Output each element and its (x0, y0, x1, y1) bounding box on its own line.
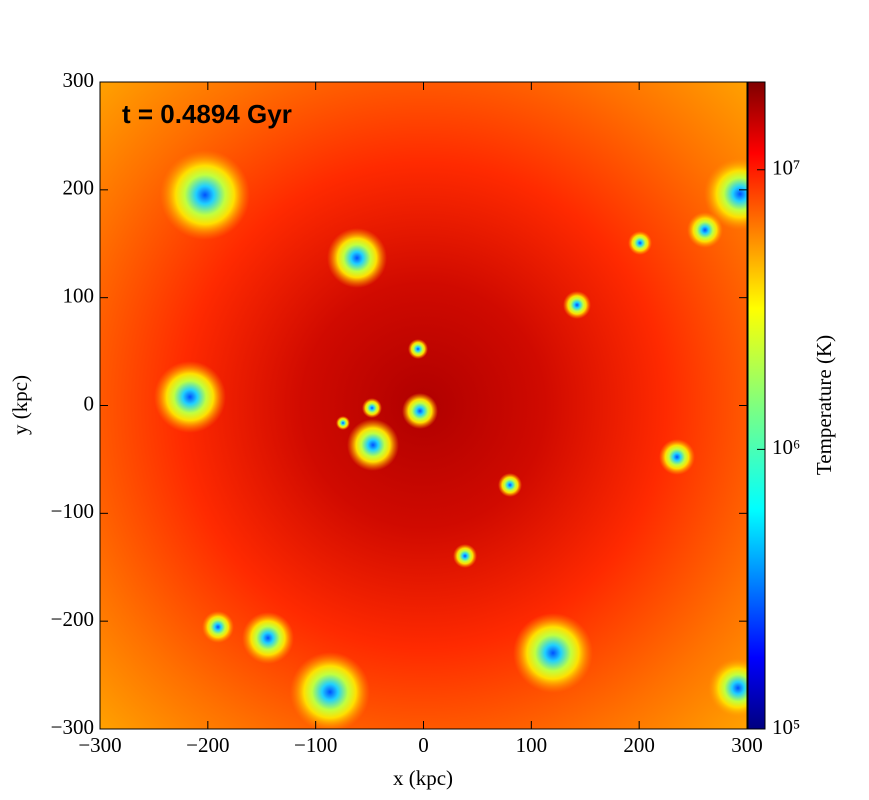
y-tick-label: −300 (51, 715, 94, 739)
y-tick-label: 0 (84, 391, 95, 415)
colorbar-tick-label: 10⁷ (772, 156, 800, 180)
y-tick-label: 300 (63, 68, 95, 92)
colorbar-tick-label: 10⁶ (772, 435, 800, 459)
x-tick-label: 200 (623, 733, 655, 757)
colorbar (747, 81, 766, 730)
x-tick-label: −300 (78, 733, 121, 757)
y-tick-label: 100 (63, 283, 95, 307)
x-tick-label: 100 (516, 733, 548, 757)
y-tick-label: −200 (51, 607, 94, 631)
temperature-map (100, 82, 747, 729)
x-tick-label: −100 (294, 733, 337, 757)
x-axis-label: x (kpc) (393, 766, 453, 790)
colorbar-tick-label: 10⁵ (772, 715, 800, 739)
x-tick-label: 300 (731, 733, 763, 757)
x-tick-label: −200 (186, 733, 229, 757)
y-tick-label: 200 (63, 176, 95, 200)
time-annotation: t = 0.4894 Gyr (122, 99, 292, 129)
x-tick-label: 0 (418, 733, 429, 757)
colorbar-label: Temperature (K) (812, 335, 836, 475)
y-tick-label: −100 (51, 499, 94, 523)
y-axis-label: y (kpc) (8, 375, 32, 435)
